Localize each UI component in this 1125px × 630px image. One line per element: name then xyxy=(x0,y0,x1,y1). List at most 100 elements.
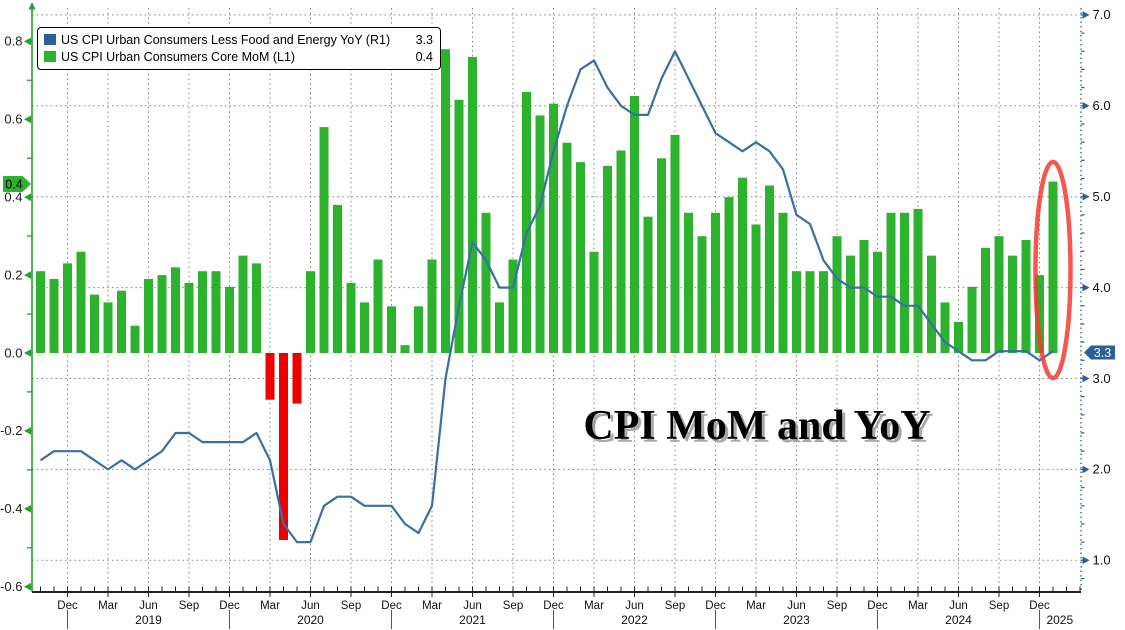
mom-bar xyxy=(603,166,612,353)
x-axis-month-label: Sep xyxy=(503,600,523,612)
right-axis-label: 4.0 xyxy=(1093,280,1111,295)
mom-bar xyxy=(670,134,680,353)
right-value-badge: 3.3 xyxy=(1084,345,1115,360)
mom-bar xyxy=(495,302,504,353)
x-axis-year-label: 2020 xyxy=(297,613,324,627)
x-axis-month-label: Sep xyxy=(179,600,199,612)
mom-bar xyxy=(940,302,950,353)
mom-bar xyxy=(279,353,288,540)
x-axis-month-label: Dec xyxy=(867,600,888,612)
mom-bar xyxy=(562,142,572,353)
left-axis-label: 0.8 xyxy=(4,34,22,49)
right-axis-label: 2.0 xyxy=(1093,462,1111,477)
left-axis-label: -0.6 xyxy=(0,579,22,594)
x-axis-month-label: Dec xyxy=(705,600,726,612)
left-axis-arrow-tick xyxy=(24,349,31,357)
mom-bar xyxy=(211,271,221,353)
right-axis-label: 7.0 xyxy=(1093,7,1111,22)
x-axis-month-label: Sep xyxy=(827,600,847,612)
left-axis-label: 0.0 xyxy=(4,345,22,360)
mom-bar xyxy=(238,255,248,353)
mom-bar xyxy=(454,99,464,353)
x-axis-year-label: 2019 xyxy=(135,613,162,627)
mom-bar xyxy=(117,290,126,353)
right-axis-label: 3.0 xyxy=(1093,371,1111,386)
chart-title: CPI MoM and YoY xyxy=(583,403,930,449)
left-axis-label: 0.6 xyxy=(4,112,22,127)
mom-bar xyxy=(846,255,855,353)
mom-bar xyxy=(144,279,153,353)
mom-bar xyxy=(508,259,518,353)
mom-bar xyxy=(549,103,558,353)
mom-bar xyxy=(522,92,531,353)
x-axis-month-label: Sep xyxy=(665,600,685,612)
right-value-badge-text: 3.3 xyxy=(1094,346,1111,360)
mom-bar xyxy=(886,212,896,353)
mom-bar xyxy=(900,212,909,353)
mom-bar xyxy=(805,271,815,353)
mom-bar xyxy=(252,263,261,353)
x-axis-month-label: Mar xyxy=(422,600,442,612)
x-axis-month-label: Mar xyxy=(98,600,118,612)
x-axis-month-label: Jun xyxy=(787,600,806,612)
legend-item-mom[interactable]: US CPI Urban Consumers Core MoM (L1) 0.4 xyxy=(44,48,433,65)
x-axis-year-label: 2022 xyxy=(621,613,648,627)
mom-bar xyxy=(913,208,923,353)
mom-bar xyxy=(792,271,801,353)
mom-bar xyxy=(400,345,410,353)
mom-bar xyxy=(1021,240,1031,353)
left-axis-arrow-tick xyxy=(24,193,31,201)
left-value-badge-text: 0.4 xyxy=(5,178,22,192)
mom-bar xyxy=(859,240,869,353)
left-axis-label: 0.4 xyxy=(4,190,22,205)
x-axis-month-label: Dec xyxy=(1029,600,1050,612)
mom-bar xyxy=(967,286,977,353)
x-axis-month-label: Sep xyxy=(341,600,361,612)
legend-value: 3.3 xyxy=(415,32,433,47)
mom-bar xyxy=(468,57,477,353)
mom-bar xyxy=(130,325,140,353)
mom-bar xyxy=(832,236,842,353)
left-axis-label: -0.4 xyxy=(0,501,22,516)
mom-bar xyxy=(643,216,653,353)
left-value-badge: 0.4 xyxy=(3,176,31,192)
right-axis-arrow-tick xyxy=(1082,465,1090,474)
mom-bar xyxy=(90,294,99,353)
highlight-ellipse xyxy=(1033,159,1073,381)
right-axis-label: 6.0 xyxy=(1093,98,1111,113)
legend-value: 0.4 xyxy=(415,49,433,64)
mom-bar xyxy=(265,353,275,400)
mom-bar xyxy=(711,212,720,353)
mom-bar xyxy=(1048,181,1058,353)
x-axis-month-label: Mar xyxy=(260,600,280,612)
legend-item-yoy[interactable]: US CPI Urban Consumers Less Food and Ene… xyxy=(44,31,433,48)
mom-bar xyxy=(954,321,963,353)
x-axis-month-label: Sep xyxy=(989,600,1009,612)
mom-bar xyxy=(697,236,707,353)
mom-bar xyxy=(292,353,302,404)
x-axis-month-label: Jun xyxy=(139,600,158,612)
left-axis-label: -0.2 xyxy=(0,423,22,438)
mom-bar xyxy=(981,247,990,353)
yoy-series-swatch xyxy=(44,34,56,45)
legend: US CPI Urban Consumers Less Food and Ene… xyxy=(37,27,441,70)
mom-bar xyxy=(441,49,450,353)
right-axis-arrow-tick xyxy=(1082,283,1090,292)
mom-bar xyxy=(873,251,882,353)
x-axis-month-label: Mar xyxy=(746,600,766,612)
x-axis-month-label: Jun xyxy=(949,600,968,612)
mom-bar xyxy=(333,205,342,353)
mom-bar xyxy=(198,271,207,353)
x-axis-month-label: Dec xyxy=(57,600,78,612)
x-axis-year-label: 2025 xyxy=(1046,613,1073,627)
right-axis-label: 5.0 xyxy=(1093,189,1111,204)
left-axis-top-arrow xyxy=(28,2,36,10)
mom-bar xyxy=(630,95,639,354)
mom-bar xyxy=(157,275,167,353)
x-axis-month-label: Jun xyxy=(463,600,482,612)
mom-bar xyxy=(1008,255,1017,353)
mom-bar xyxy=(927,255,936,353)
mom-bar xyxy=(49,279,59,353)
